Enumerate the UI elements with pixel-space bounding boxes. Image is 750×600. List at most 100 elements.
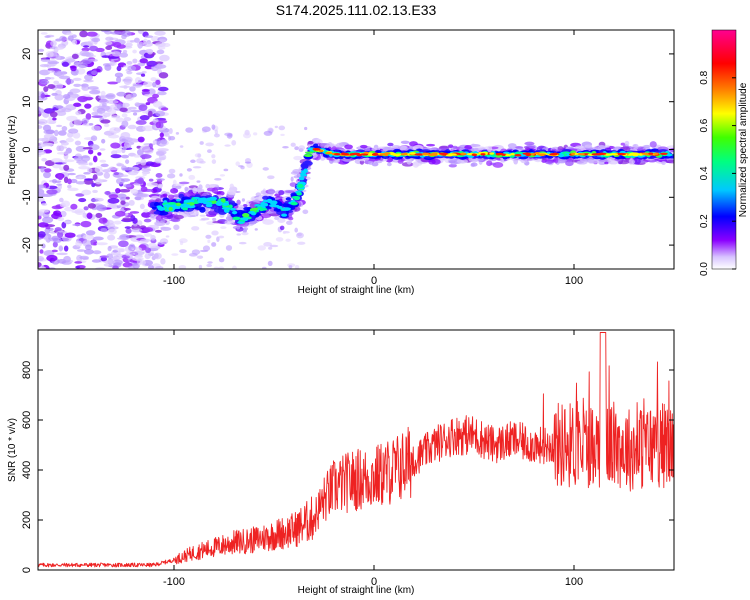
heatmap-cell bbox=[120, 196, 126, 202]
heatmap-cell bbox=[238, 165, 244, 168]
heatmap-cell bbox=[257, 245, 267, 251]
heatmap-cell bbox=[427, 153, 435, 157]
heatmap-cell bbox=[38, 209, 50, 213]
heatmap-cell bbox=[228, 204, 233, 209]
heatmap-cell bbox=[167, 135, 172, 141]
heatmap-cell bbox=[155, 110, 166, 117]
heatmap-cell bbox=[145, 102, 151, 106]
heatmap-cell bbox=[212, 220, 223, 224]
heatmap-cell bbox=[448, 153, 457, 156]
heatmap-cell bbox=[162, 193, 168, 197]
heatmap-cell bbox=[71, 53, 79, 59]
y-tick-label: 0 bbox=[21, 567, 33, 573]
heatmap-cell bbox=[231, 140, 237, 146]
heatmap-cell bbox=[565, 160, 574, 167]
colorbar-tick-label: 0.0 bbox=[699, 262, 710, 276]
heatmap-cell bbox=[40, 92, 46, 99]
heatmap-cell bbox=[196, 188, 205, 193]
heatmap-cell bbox=[74, 261, 83, 264]
heatmap-cell bbox=[167, 202, 177, 205]
heatmap-cell bbox=[513, 158, 519, 165]
heatmap-cell bbox=[90, 198, 99, 202]
heatmap-cell bbox=[98, 98, 110, 105]
heatmap-cell bbox=[220, 198, 226, 203]
heatmap-cell bbox=[119, 85, 131, 89]
heatmap-cell bbox=[278, 190, 285, 196]
heatmap-cell bbox=[137, 62, 146, 67]
heatmap-cell bbox=[196, 255, 201, 259]
heatmap-cell bbox=[103, 260, 116, 264]
heatmap-cell bbox=[260, 201, 266, 207]
heatmap-cell bbox=[616, 152, 627, 156]
heatmap-cell bbox=[409, 152, 416, 155]
heatmap-cell bbox=[220, 226, 227, 230]
heatmap-cell bbox=[214, 178, 222, 181]
heatmap-cell bbox=[45, 142, 54, 146]
heatmap-cell bbox=[632, 153, 639, 157]
heatmap-cell bbox=[40, 79, 50, 85]
spectrogram-x-ticks: -100 0 100 bbox=[163, 30, 583, 287]
heatmap-cell bbox=[605, 144, 610, 148]
heatmap-cell bbox=[57, 173, 64, 181]
heatmap-cell bbox=[78, 61, 83, 65]
heatmap-cell bbox=[123, 78, 132, 85]
heatmap-cell bbox=[666, 159, 674, 164]
heatmap-cell bbox=[232, 210, 238, 215]
heatmap-cell bbox=[218, 235, 225, 239]
heatmap-cell bbox=[190, 159, 196, 163]
heatmap-cell bbox=[38, 184, 47, 189]
heatmap-cell bbox=[132, 49, 137, 54]
heatmap-cell bbox=[456, 158, 468, 164]
heatmap-cell bbox=[70, 178, 78, 184]
heatmap-cell bbox=[80, 220, 92, 228]
heatmap-cell bbox=[103, 172, 111, 179]
heatmap-cell bbox=[160, 258, 166, 265]
heatmap-cell bbox=[143, 209, 149, 213]
heatmap-cell bbox=[78, 162, 89, 166]
heatmap-cell bbox=[47, 67, 60, 72]
heatmap-cell bbox=[304, 151, 314, 154]
heatmap-cell bbox=[288, 265, 293, 269]
heatmap-cell bbox=[135, 120, 147, 125]
heatmap-cell bbox=[157, 183, 163, 189]
heatmap-cell bbox=[186, 168, 192, 172]
heatmap-cell bbox=[141, 211, 152, 218]
heatmap-cell bbox=[38, 255, 44, 262]
heatmap-cell bbox=[549, 153, 558, 156]
heatmap-cell bbox=[371, 162, 379, 167]
heatmap-cell bbox=[126, 71, 133, 75]
heatmap-cell bbox=[121, 120, 129, 128]
heatmap-cell bbox=[297, 183, 304, 189]
heatmap-cell bbox=[134, 196, 142, 201]
heatmap-cell bbox=[604, 161, 609, 165]
heatmap-cell bbox=[56, 70, 65, 78]
heatmap-cell bbox=[179, 249, 187, 254]
heatmap-cell bbox=[73, 119, 83, 126]
heatmap-cell bbox=[285, 238, 291, 242]
heatmap-cell bbox=[75, 176, 83, 180]
heatmap-cell bbox=[229, 207, 237, 211]
heatmap-cell bbox=[86, 31, 98, 37]
heatmap-cell bbox=[219, 174, 226, 177]
heatmap-cell bbox=[53, 210, 62, 217]
heatmap-cell bbox=[281, 213, 288, 217]
heatmap-cell bbox=[112, 259, 123, 266]
heatmap-cell bbox=[470, 162, 478, 167]
heatmap-cell bbox=[571, 152, 576, 156]
heatmap-cell bbox=[82, 234, 94, 240]
heatmap-cell bbox=[262, 219, 274, 225]
heatmap-cell bbox=[50, 40, 57, 47]
y-tick-label: -20 bbox=[21, 237, 33, 253]
heatmap-cell bbox=[123, 207, 131, 211]
heatmap-cell bbox=[40, 166, 45, 173]
heatmap-cell bbox=[205, 203, 213, 208]
heatmap-cell bbox=[648, 152, 654, 155]
heatmap-cell bbox=[90, 135, 98, 142]
heatmap-cell bbox=[303, 153, 313, 158]
heatmap-cell bbox=[495, 153, 501, 156]
heatmap-cell bbox=[59, 202, 66, 208]
heatmap-cell bbox=[144, 35, 154, 38]
heatmap-cell bbox=[211, 242, 217, 247]
heatmap-cell bbox=[46, 254, 58, 262]
heatmap-cell bbox=[43, 86, 49, 92]
